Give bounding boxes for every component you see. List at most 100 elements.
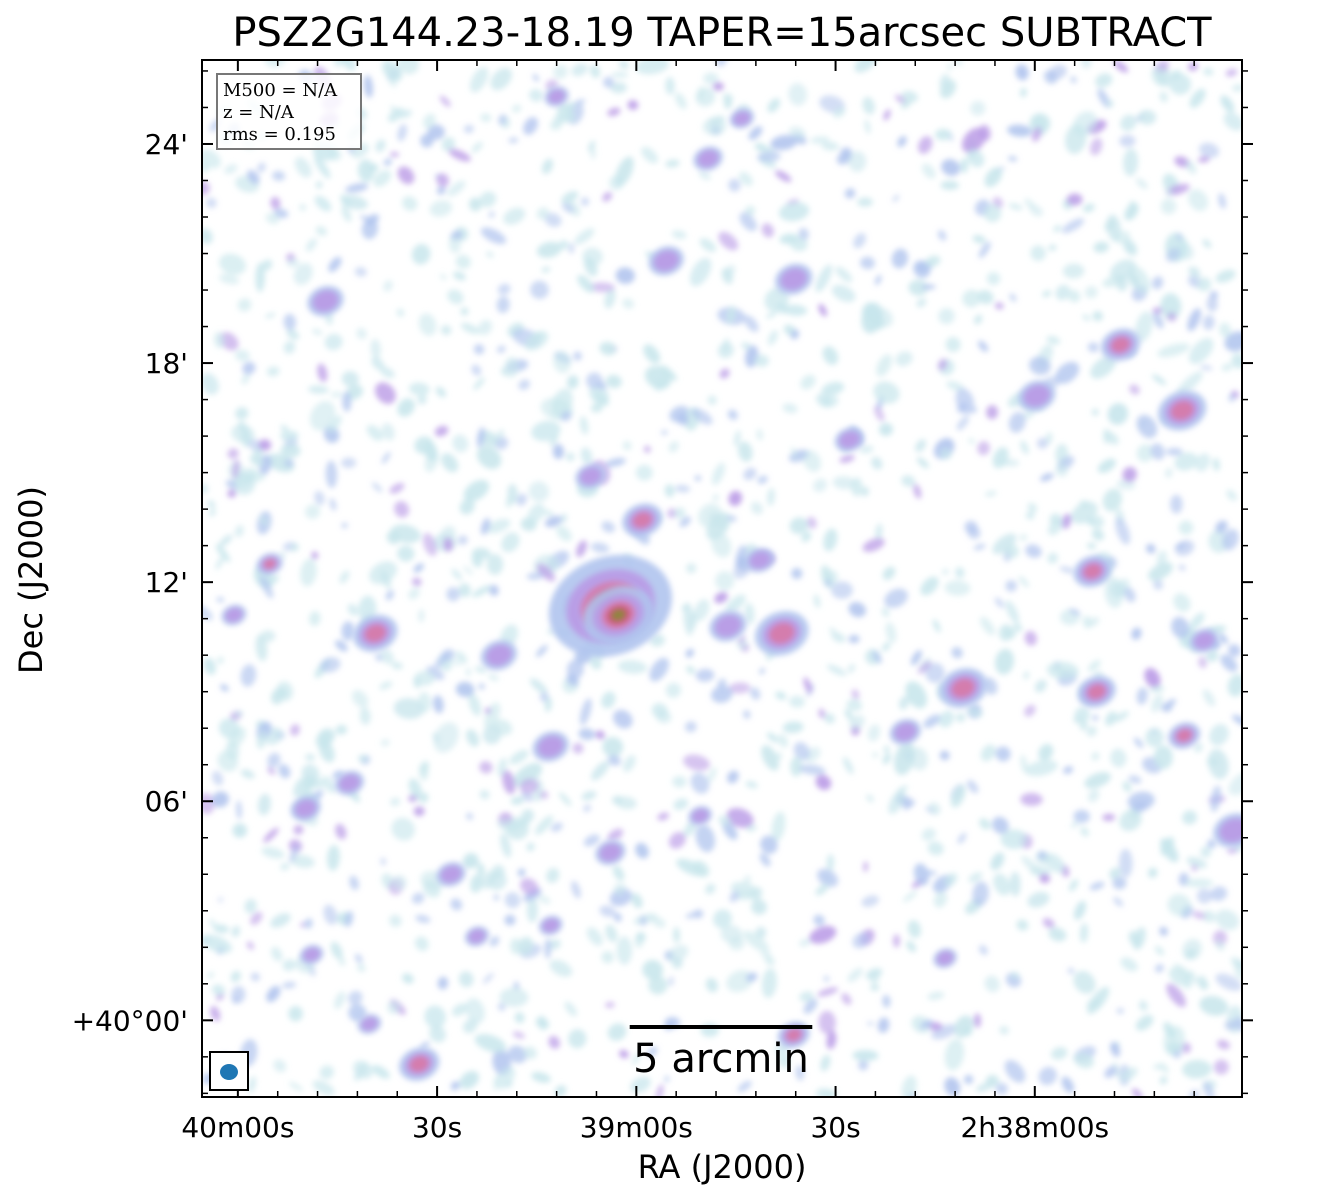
noise-speck (776, 752, 782, 760)
source-contour (542, 918, 560, 933)
noise-speck (1087, 789, 1100, 803)
noise-speck (737, 1080, 752, 1093)
noise-speck (270, 913, 291, 928)
noise-speck (867, 1021, 874, 1026)
noise-speck (218, 274, 240, 285)
noise-speck (1042, 290, 1052, 298)
noise-speck (389, 797, 401, 807)
noise-speck (317, 363, 328, 383)
noise-speck (1020, 440, 1029, 455)
noise-speck (925, 662, 945, 683)
noise-speck (576, 99, 586, 104)
noise-speck (597, 381, 607, 390)
noise-speck (317, 728, 336, 745)
noise-speck (775, 691, 787, 700)
noise-speck (1173, 593, 1191, 612)
noise-speck (1097, 458, 1116, 474)
noise-speck (488, 871, 507, 891)
noise-speck (822, 346, 839, 365)
noise-speck (575, 540, 588, 558)
noise-speck (1046, 335, 1061, 345)
noise-speck (718, 231, 739, 251)
noise-speck (842, 756, 854, 775)
noise-speck (992, 447, 1009, 469)
noise-speck (459, 498, 475, 515)
noise-speck (471, 547, 491, 560)
noise-speck (391, 817, 416, 841)
source-contour (1193, 631, 1215, 650)
noise-speck (1207, 748, 1229, 780)
noise-speck (1005, 580, 1018, 592)
noise-speck (975, 1082, 994, 1093)
noise-speck (1110, 259, 1137, 281)
noise-speck (1199, 995, 1229, 1016)
noise-speck (799, 991, 814, 1002)
noise-speck (1194, 975, 1207, 985)
noise-speck (501, 532, 520, 553)
noise-speck (455, 651, 468, 664)
noise-speck (774, 170, 792, 183)
noise-speck (616, 936, 633, 965)
noise-speck (603, 76, 614, 88)
source-contour (1176, 729, 1192, 742)
noise-speck (1182, 810, 1198, 825)
noise-speck (290, 854, 315, 868)
noise-speck (415, 914, 431, 924)
noise-speck (1165, 467, 1173, 478)
noise-speck (901, 475, 916, 487)
noise-speck (544, 515, 562, 528)
noise-speck (921, 828, 937, 841)
noise-speck (1196, 888, 1212, 904)
noise-speck (1110, 1041, 1121, 1057)
noise-speck (556, 525, 572, 542)
noise-speck (888, 789, 906, 815)
noise-speck (217, 750, 239, 772)
noise-speck (357, 159, 375, 183)
noise-speck (523, 116, 538, 135)
noise-speck (1016, 919, 1029, 931)
noise-speck (381, 423, 395, 441)
noise-speck (1152, 307, 1163, 314)
noise-speck (727, 409, 738, 420)
noise-speck (1067, 289, 1081, 303)
noise-speck (893, 934, 900, 948)
noise-speck (240, 664, 257, 687)
noise-speck (1138, 109, 1157, 125)
noise-speck (831, 581, 853, 599)
noise-speck (977, 340, 989, 352)
noise-speck (1082, 203, 1095, 213)
noise-speck (1091, 408, 1099, 416)
source-contour (611, 609, 626, 621)
noise-speck (1102, 813, 1116, 822)
source-contour (338, 774, 361, 792)
noise-speck (826, 854, 835, 872)
noise-speck (546, 867, 560, 883)
noise-speck (207, 500, 216, 509)
noise-speck (1061, 218, 1085, 234)
noise-speck (342, 391, 352, 412)
noise-speck (977, 441, 990, 456)
noise-speck (548, 1035, 560, 1049)
noise-speck (1122, 466, 1137, 483)
noise-speck (1031, 127, 1042, 142)
noise-speck (615, 267, 635, 284)
noise-speck (1187, 308, 1202, 332)
noise-speck (411, 577, 422, 587)
radio-source (1158, 390, 1207, 431)
noise-speck (1147, 867, 1158, 878)
noise-speck (939, 79, 957, 99)
noise-speck (719, 368, 730, 379)
radio-source (622, 503, 663, 537)
noise-speck (383, 280, 393, 292)
noise-speck (951, 646, 963, 659)
noise-speck (761, 968, 777, 999)
noise-speck (581, 790, 597, 801)
noise-speck (231, 424, 255, 443)
noise-speck (379, 681, 393, 690)
source-contour (951, 678, 975, 698)
noise-speck (589, 64, 601, 79)
noise-speck (532, 73, 539, 82)
noise-speck (760, 835, 778, 854)
noise-speck (473, 377, 485, 390)
noise-speck (671, 230, 687, 239)
